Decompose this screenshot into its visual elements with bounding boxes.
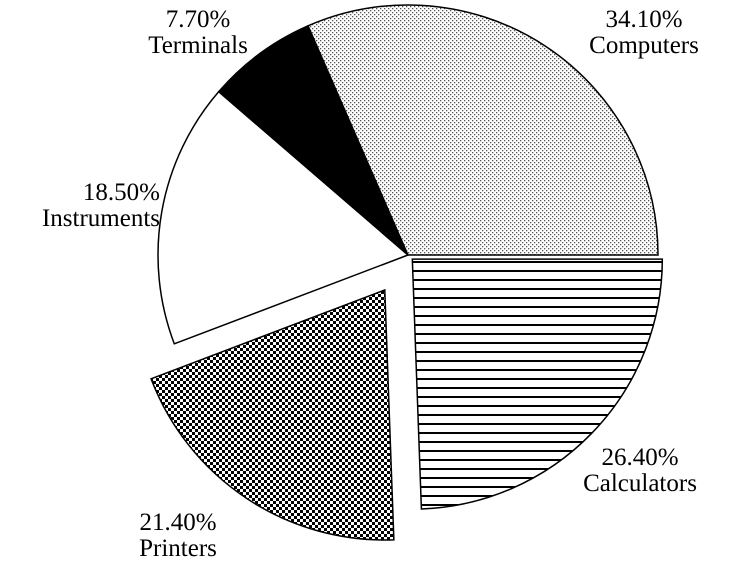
category-label: Calculators xyxy=(583,470,697,497)
value-label: 34.10% xyxy=(605,6,682,33)
value-label: 7.70% xyxy=(166,6,231,33)
pie-slice xyxy=(157,90,410,345)
category-label: Terminals xyxy=(148,32,248,59)
pie-slice xyxy=(150,288,395,541)
data-label: 34.10% Computers xyxy=(589,6,699,59)
category-label: Instruments xyxy=(42,205,160,232)
value-label: 26.40% xyxy=(601,444,678,471)
pie-slice xyxy=(411,258,664,510)
pie-slice xyxy=(217,24,409,256)
data-label: 7.70% Terminals xyxy=(148,6,248,59)
category-label: Computers xyxy=(589,32,699,59)
category-label: Printers xyxy=(139,535,217,562)
value-label: 18.50% xyxy=(83,179,160,206)
data-label: 18.50% Instruments xyxy=(42,179,160,232)
pie-slice xyxy=(307,4,659,256)
data-label: 21.40% Printers xyxy=(139,509,217,562)
value-label: 21.40% xyxy=(139,509,216,536)
data-label: 26.40% Calculators xyxy=(583,444,697,497)
